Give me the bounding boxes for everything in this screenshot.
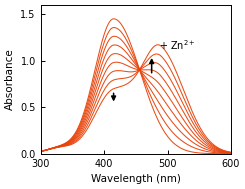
Text: + Zn$^{2+}$: + Zn$^{2+}$ [159,39,196,52]
X-axis label: Wavelength (nm): Wavelength (nm) [91,174,181,184]
Y-axis label: Absorbance: Absorbance [5,48,15,110]
